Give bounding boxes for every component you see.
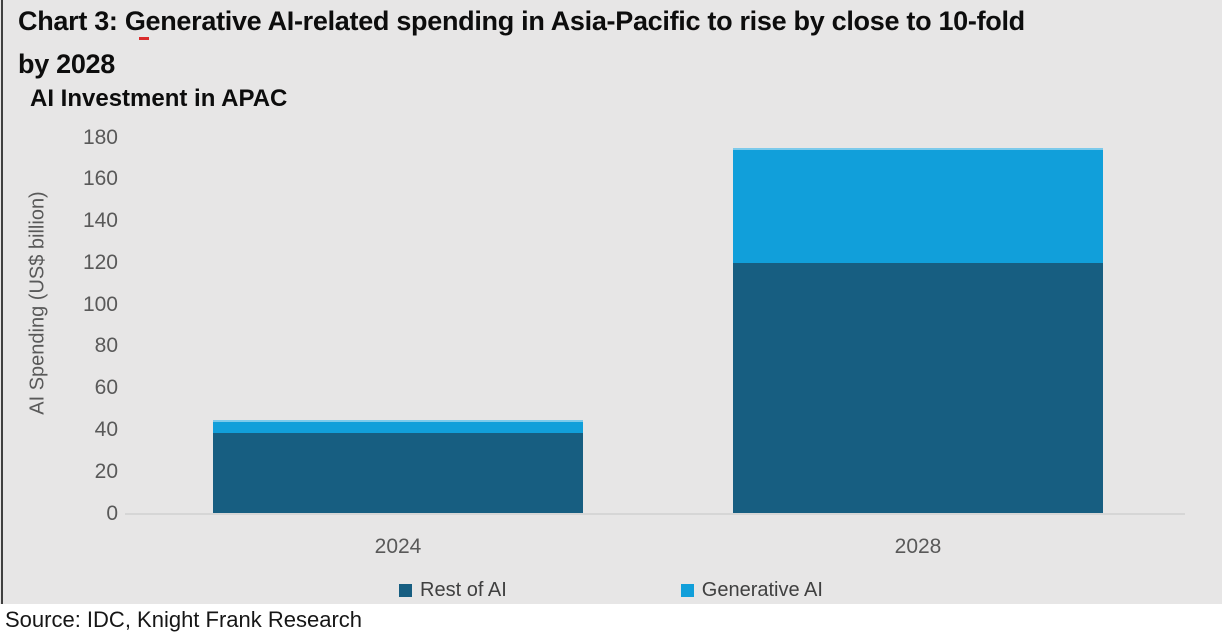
y-tick-label-60: 60	[94, 376, 118, 400]
y-tick-label-160: 160	[82, 167, 118, 191]
legend-swatch-generative-ai-icon	[680, 584, 694, 597]
y-tick-label-140: 140	[82, 209, 118, 233]
x-axis-line	[125, 513, 1185, 515]
y-tick-label-0: 0	[106, 501, 118, 525]
y-tick-label-120: 120	[82, 250, 118, 274]
y-tick-label-80: 80	[94, 334, 118, 358]
y-tick-label-180: 180	[82, 125, 118, 149]
chart-title-line-2: by 2028	[18, 49, 115, 79]
spellcheck-underline-mark	[139, 37, 149, 40]
chart-title-line-1: Chart 3: Generative AI-related spending …	[18, 6, 1025, 36]
source-text: Source: IDC, Knight Frank Research	[5, 607, 363, 632]
legend-label-generative-ai: Generative AI	[701, 579, 823, 601]
y-tick-label-40: 40	[94, 417, 118, 441]
legend-swatch-rest-of-ai-icon	[399, 584, 413, 597]
bar-segment-generative-ai-2024	[213, 419, 583, 434]
y-tick-label-20: 20	[94, 459, 118, 483]
bar-segment-rest-of-ai-2024	[213, 433, 583, 514]
legend-item-generative-ai: Generative AI	[680, 579, 823, 602]
chart-panel: Chart 3: Generative AI-related spending …	[0, 0, 1222, 604]
x-category-label-2024: 2024	[374, 535, 422, 558]
legend-label-rest-of-ai: Rest of AI	[420, 579, 507, 601]
source-bar: Source: IDC, Knight Frank Research	[0, 604, 1222, 638]
legend-item-rest-of-ai: Rest of AI	[399, 579, 507, 602]
bar-segment-generative-ai-2028	[733, 147, 1103, 263]
bar-segment-rest-of-ai-2028	[733, 262, 1103, 514]
chart-subtitle: AI Investment in APAC	[30, 85, 288, 112]
panel-left-border	[1, 0, 3, 604]
x-category-label-2028: 2028	[894, 535, 942, 558]
legend: Rest of AI Generative AI	[0, 579, 1222, 602]
y-tick-label-100: 100	[82, 292, 118, 316]
